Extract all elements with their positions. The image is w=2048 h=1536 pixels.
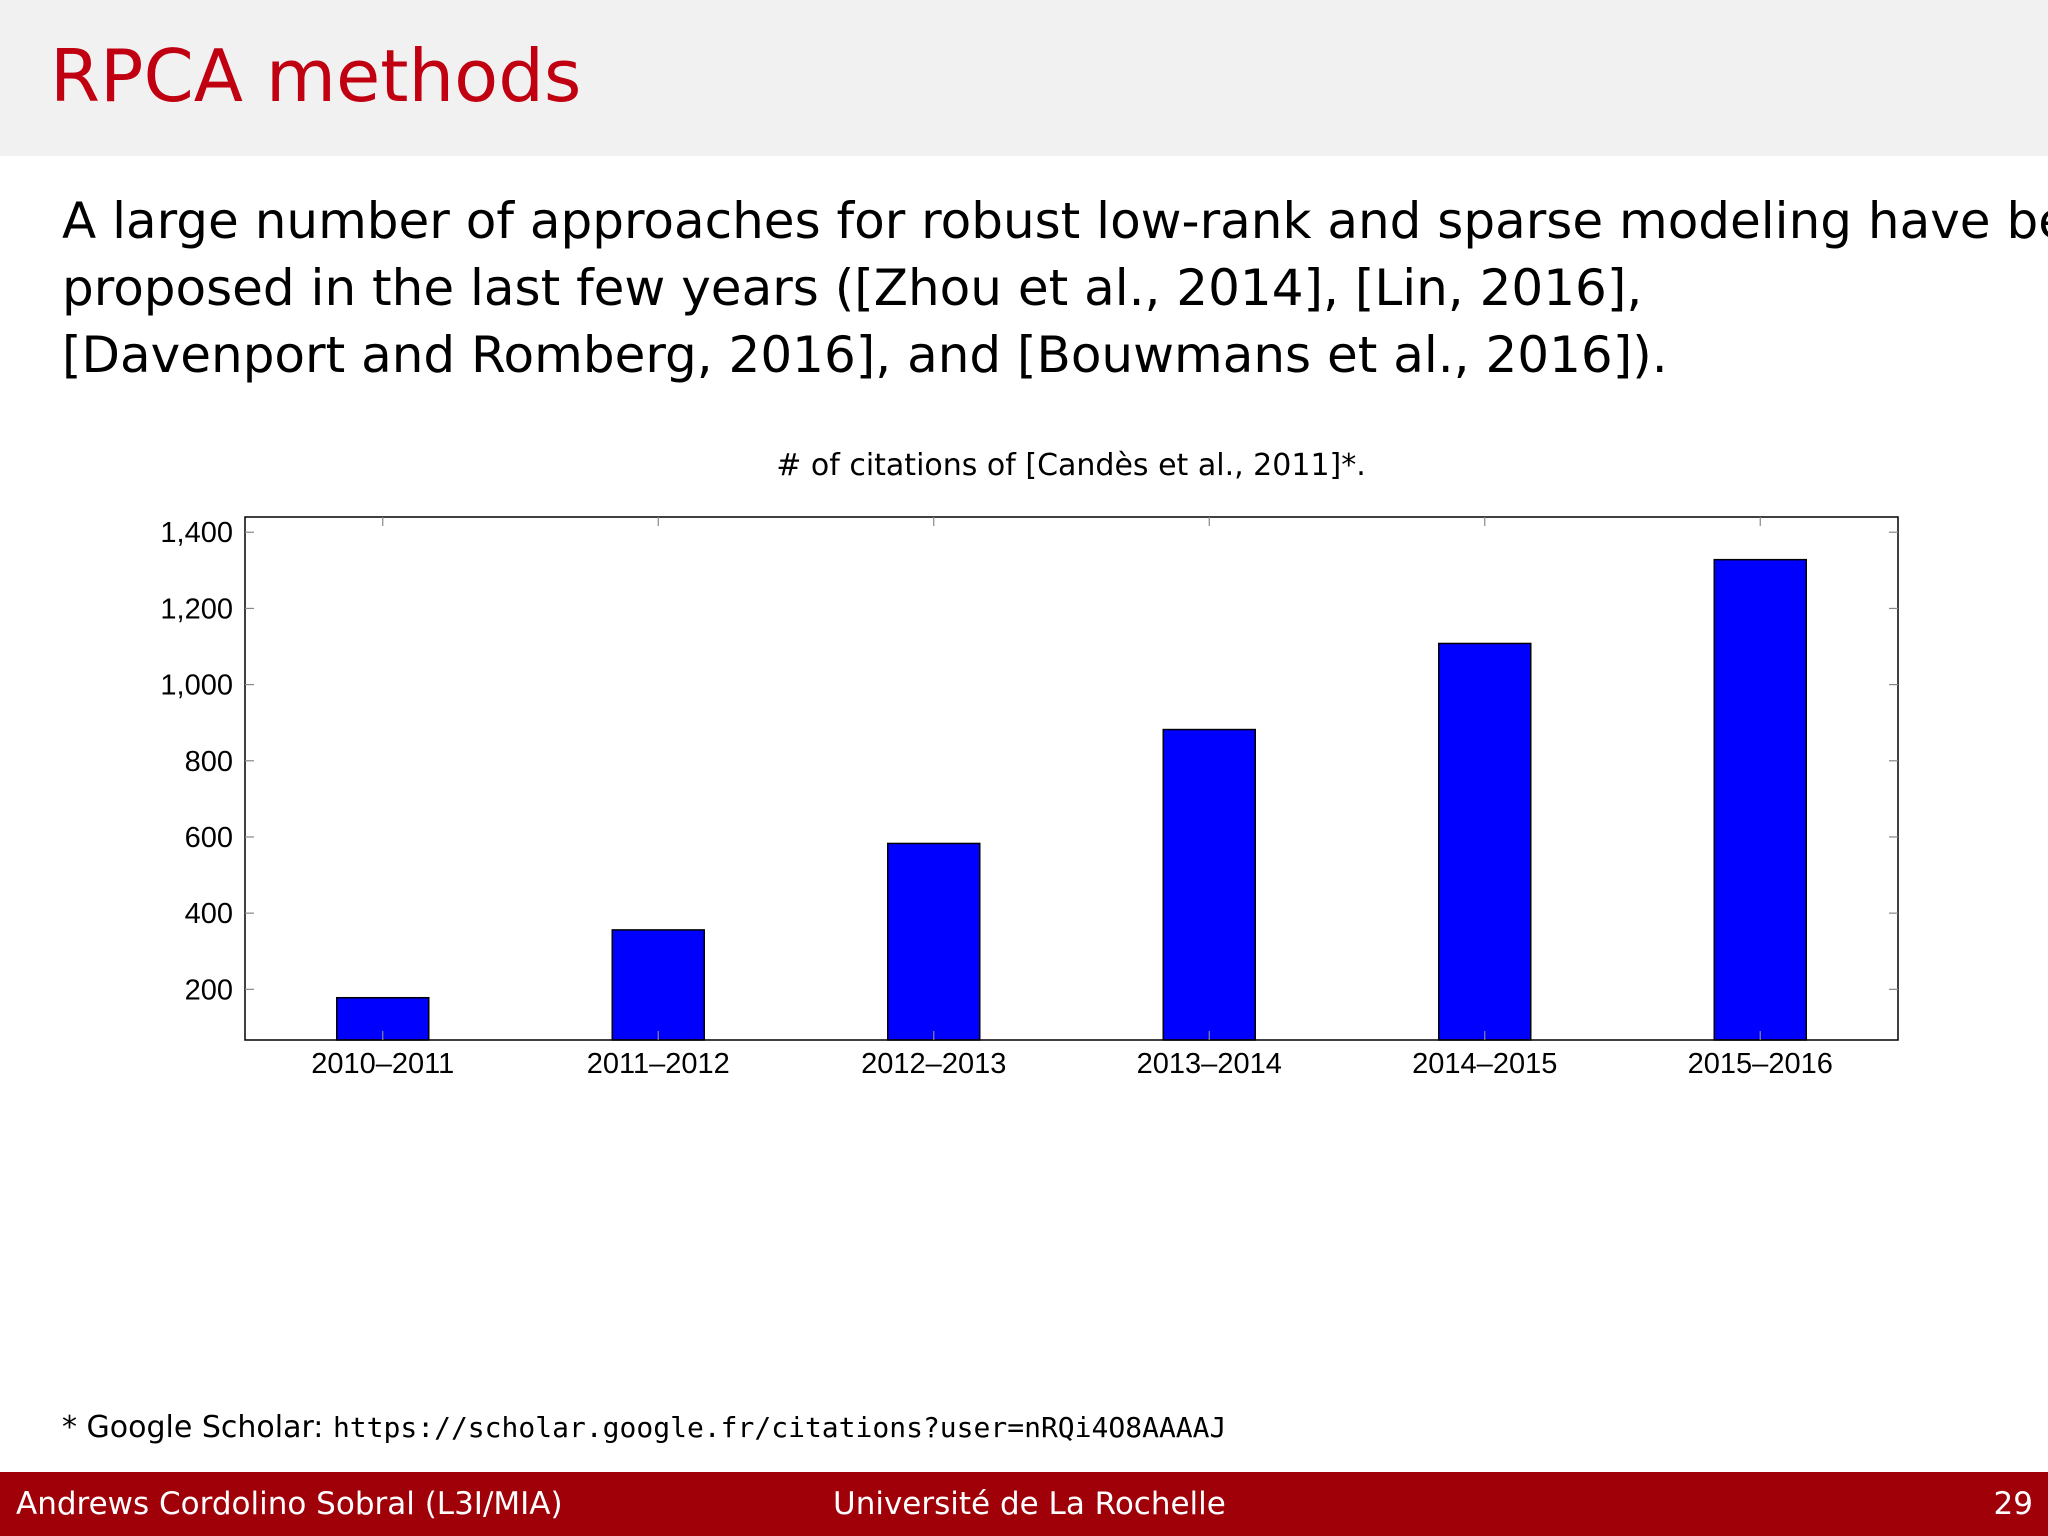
chart-title: # of citations of [Candès et al., 2011]*… xyxy=(776,448,1366,483)
x-tick-label: 2015–2016 xyxy=(1688,1048,1833,1080)
footnote-url: https://scholar.google.fr/citations?user… xyxy=(332,1411,1227,1444)
footnote-prefix: * Google Scholar: xyxy=(62,1410,333,1445)
y-tick-label: 600 xyxy=(185,822,233,854)
intro-line: A large number of approaches for robust … xyxy=(62,192,2048,250)
x-tick-label: 2011–2012 xyxy=(587,1048,730,1080)
plot-frame xyxy=(244,516,1899,1041)
bar xyxy=(887,842,981,1041)
y-tick-label: 1,400 xyxy=(160,517,233,549)
slide-footer: Andrews Cordolino Sobral (L3I/MIA) Unive… xyxy=(0,1472,2048,1536)
footer-institution: Université de La Rochelle xyxy=(833,1486,1226,1522)
slide-header: RPCA methods xyxy=(0,0,2048,156)
bar xyxy=(1713,558,1807,1041)
x-tick-label: 2014–2015 xyxy=(1412,1048,1557,1080)
footer-author: Andrews Cordolino Sobral (L3I/MIA) xyxy=(16,1486,563,1522)
bar xyxy=(611,929,705,1041)
intro-paragraph: A large number of approaches for robust … xyxy=(62,188,2048,389)
x-tick-label: 2012–2013 xyxy=(861,1048,1006,1080)
slide-title: RPCA methods xyxy=(50,34,582,118)
y-tick-label: 400 xyxy=(185,898,233,930)
x-tick-label: 2013–2014 xyxy=(1137,1048,1282,1080)
intro-line: proposed in the last few years ([Zhou et… xyxy=(62,259,1643,317)
y-tick-label: 200 xyxy=(185,974,233,1006)
bar xyxy=(1438,642,1532,1041)
footer-page-number: 29 xyxy=(1993,1486,2033,1522)
y-tick-label: 800 xyxy=(185,746,233,778)
citations-bar-chart: 200 400 600 800 1,000 1,200 1,400 2010–2011 2011… xyxy=(160,516,1899,1080)
intro-line: [Davenport and Romberg, 2016], and [Bouw… xyxy=(62,326,1668,384)
x-tick-label: 2010–2011 xyxy=(311,1048,454,1080)
footnote: * Google Scholar: https://scholar.google… xyxy=(62,1410,1226,1445)
y-tick-label: 1,000 xyxy=(160,670,233,702)
bar xyxy=(1162,728,1256,1041)
y-tick-label: 1,200 xyxy=(160,593,233,625)
